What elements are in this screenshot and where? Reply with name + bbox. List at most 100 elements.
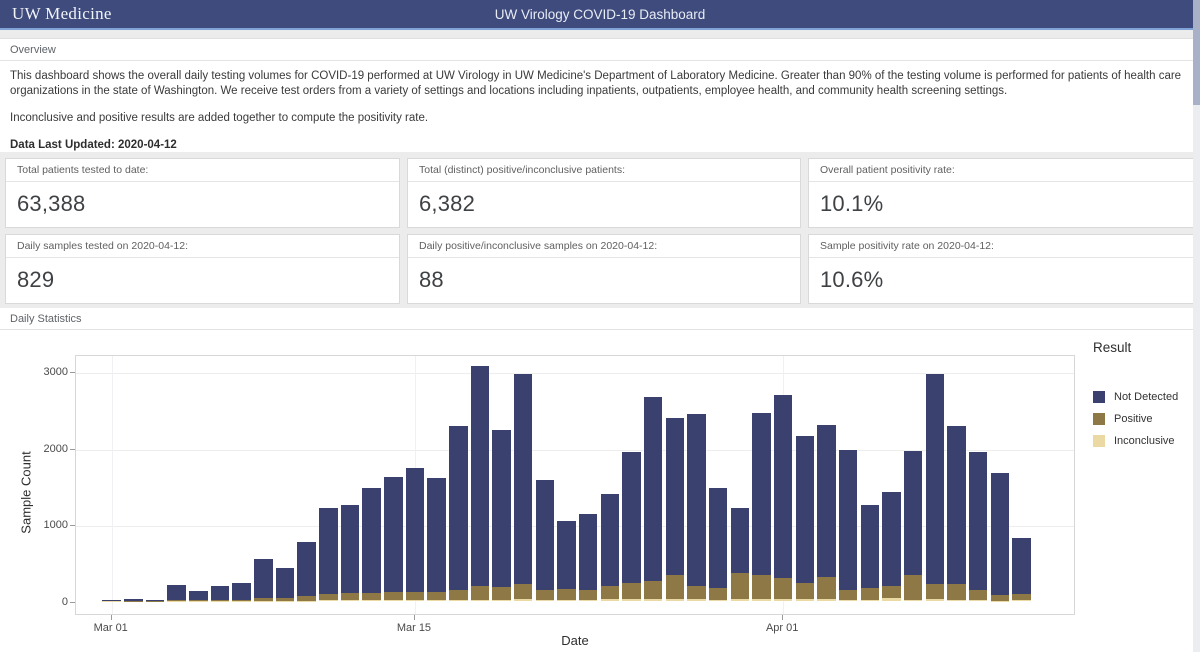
scrollbar-thumb[interactable] bbox=[1193, 0, 1200, 105]
bar-segment-positive[interactable] bbox=[817, 577, 836, 600]
bar-segment-inconclusive[interactable] bbox=[340, 600, 360, 601]
bar-mar-10[interactable] bbox=[297, 542, 316, 601]
bar-mar-18[interactable] bbox=[470, 365, 490, 601]
plot-area[interactable] bbox=[75, 355, 1075, 615]
bar-segment-not-detected[interactable] bbox=[297, 542, 316, 597]
bar-segment-inconclusive[interactable] bbox=[860, 600, 880, 601]
bar-segment-not-detected[interactable] bbox=[882, 491, 901, 587]
bar-segment-positive[interactable] bbox=[990, 594, 1009, 601]
bar-segment-inconclusive[interactable] bbox=[882, 597, 901, 601]
bar-segment-positive[interactable] bbox=[925, 584, 945, 600]
bar-apr-04[interactable] bbox=[838, 450, 858, 601]
bar-segment-positive[interactable] bbox=[362, 592, 381, 601]
bar-segment-not-detected[interactable] bbox=[817, 424, 836, 578]
bar-segment-positive[interactable] bbox=[427, 591, 446, 601]
bar-segment-inconclusive[interactable] bbox=[1012, 600, 1031, 601]
bar-segment-positive[interactable] bbox=[449, 589, 468, 601]
bar-segment-positive[interactable] bbox=[340, 593, 360, 601]
bar-mar-01[interactable] bbox=[102, 599, 121, 601]
bar-segment-not-detected[interactable] bbox=[275, 568, 295, 599]
bar-segment-positive[interactable] bbox=[882, 586, 901, 598]
bar-segment-positive[interactable] bbox=[578, 590, 598, 601]
bar-segment-positive[interactable] bbox=[600, 585, 620, 600]
bar-segment-positive[interactable] bbox=[254, 597, 273, 601]
bar-mar-24[interactable] bbox=[600, 493, 620, 601]
bar-mar-23[interactable] bbox=[578, 514, 598, 601]
bar-apr-11[interactable] bbox=[990, 473, 1009, 601]
bar-mar-13[interactable] bbox=[362, 487, 381, 601]
bar-mar-02[interactable] bbox=[124, 598, 143, 601]
bar-mar-15[interactable] bbox=[405, 468, 425, 601]
bar-segment-positive[interactable] bbox=[232, 599, 251, 601]
bar-segment-inconclusive[interactable] bbox=[362, 600, 381, 601]
bar-segment-inconclusive[interactable] bbox=[730, 598, 750, 601]
bar-segment-positive[interactable] bbox=[687, 585, 706, 600]
bar-segment-not-detected[interactable] bbox=[513, 374, 533, 585]
bar-segment-not-detected[interactable] bbox=[232, 583, 251, 600]
bar-segment-positive[interactable] bbox=[730, 572, 750, 599]
bar-segment-positive[interactable] bbox=[947, 584, 966, 601]
bar-apr-12[interactable] bbox=[1012, 537, 1031, 601]
legend-item-inconclusive[interactable]: Inconclusive bbox=[1093, 435, 1178, 447]
bar-segment-inconclusive[interactable] bbox=[405, 600, 425, 601]
bar-segment-not-detected[interactable] bbox=[362, 487, 381, 593]
bar-segment-not-detected[interactable] bbox=[254, 558, 273, 598]
bar-segment-positive[interactable] bbox=[708, 587, 728, 601]
scrollbar-track[interactable] bbox=[1193, 0, 1200, 652]
bar-apr-08[interactable] bbox=[925, 373, 945, 601]
bar-mar-04[interactable] bbox=[167, 585, 186, 601]
bar-segment-positive[interactable] bbox=[210, 600, 230, 601]
bar-segment-not-detected[interactable] bbox=[773, 394, 793, 579]
bar-segment-positive[interactable] bbox=[622, 582, 641, 600]
bar-segment-positive[interactable] bbox=[1012, 594, 1031, 601]
bar-segment-not-detected[interactable] bbox=[643, 396, 663, 582]
bar-segment-positive[interactable] bbox=[903, 574, 923, 601]
bar-mar-14[interactable] bbox=[384, 476, 403, 601]
bar-segment-inconclusive[interactable] bbox=[470, 600, 490, 601]
bar-segment-inconclusive[interactable] bbox=[492, 600, 511, 601]
bar-segment-positive[interactable] bbox=[384, 591, 403, 601]
bar-segment-not-detected[interactable] bbox=[535, 479, 555, 590]
bar-segment-not-detected[interactable] bbox=[990, 473, 1009, 595]
bar-segment-inconclusive[interactable] bbox=[773, 599, 793, 601]
bar-segment-positive[interactable] bbox=[513, 584, 533, 600]
bar-segment-inconclusive[interactable] bbox=[427, 600, 446, 601]
bar-segment-not-detected[interactable] bbox=[145, 600, 165, 601]
bar-segment-not-detected[interactable] bbox=[687, 414, 706, 586]
bar-segment-positive[interactable] bbox=[665, 574, 685, 600]
bar-segment-not-detected[interactable] bbox=[903, 450, 923, 575]
bar-segment-not-detected[interactable] bbox=[492, 430, 511, 588]
bar-mar-25[interactable] bbox=[622, 451, 641, 601]
bar-segment-inconclusive[interactable] bbox=[578, 600, 598, 601]
bar-segment-inconclusive[interactable] bbox=[449, 600, 468, 601]
bar-apr-02[interactable] bbox=[795, 435, 815, 601]
bar-mar-11[interactable] bbox=[319, 507, 338, 601]
bar-segment-inconclusive[interactable] bbox=[643, 599, 663, 601]
bar-segment-not-detected[interactable] bbox=[1012, 537, 1031, 595]
bar-apr-07[interactable] bbox=[903, 450, 923, 601]
bar-segment-not-detected[interactable] bbox=[708, 487, 728, 588]
bar-mar-21[interactable] bbox=[535, 479, 555, 601]
bar-segment-not-detected[interactable] bbox=[795, 435, 815, 583]
bar-segment-inconclusive[interactable] bbox=[384, 600, 403, 601]
bar-segment-not-detected[interactable] bbox=[838, 450, 858, 591]
bar-segment-not-detected[interactable] bbox=[557, 521, 576, 589]
bar-mar-16[interactable] bbox=[427, 477, 446, 601]
bar-segment-not-detected[interactable] bbox=[384, 476, 403, 592]
bar-segment-not-detected[interactable] bbox=[449, 425, 468, 590]
bar-segment-positive[interactable] bbox=[405, 591, 425, 601]
bar-segment-inconclusive[interactable] bbox=[557, 600, 576, 601]
bar-segment-inconclusive[interactable] bbox=[513, 599, 533, 601]
bar-segment-not-detected[interactable] bbox=[319, 507, 338, 594]
bar-segment-inconclusive[interactable] bbox=[925, 599, 945, 601]
bar-segment-positive[interactable] bbox=[557, 588, 576, 601]
bar-segment-positive[interactable] bbox=[643, 581, 663, 600]
bar-segment-inconclusive[interactable] bbox=[687, 599, 706, 601]
bar-apr-10[interactable] bbox=[968, 451, 988, 601]
bar-segment-positive[interactable] bbox=[838, 590, 858, 601]
bar-segment-not-detected[interactable] bbox=[405, 468, 425, 592]
bar-segment-positive[interactable] bbox=[470, 586, 490, 601]
bar-segment-inconclusive[interactable] bbox=[968, 600, 988, 601]
bar-segment-positive[interactable] bbox=[752, 574, 771, 600]
bar-segment-positive[interactable] bbox=[189, 600, 208, 601]
